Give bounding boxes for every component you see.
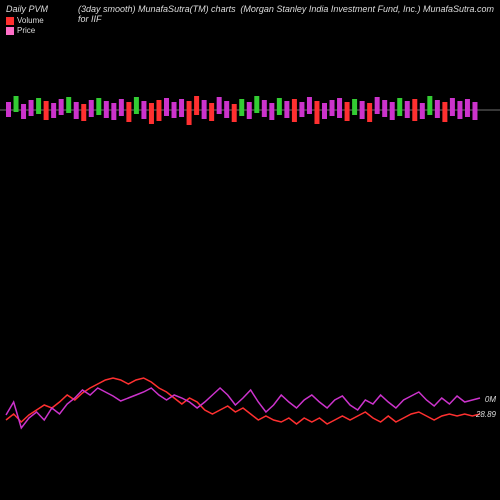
chart-svg [0,0,500,500]
price-axis-label: 28.89 [476,410,496,419]
volume-axis-label: 0M [485,395,496,404]
